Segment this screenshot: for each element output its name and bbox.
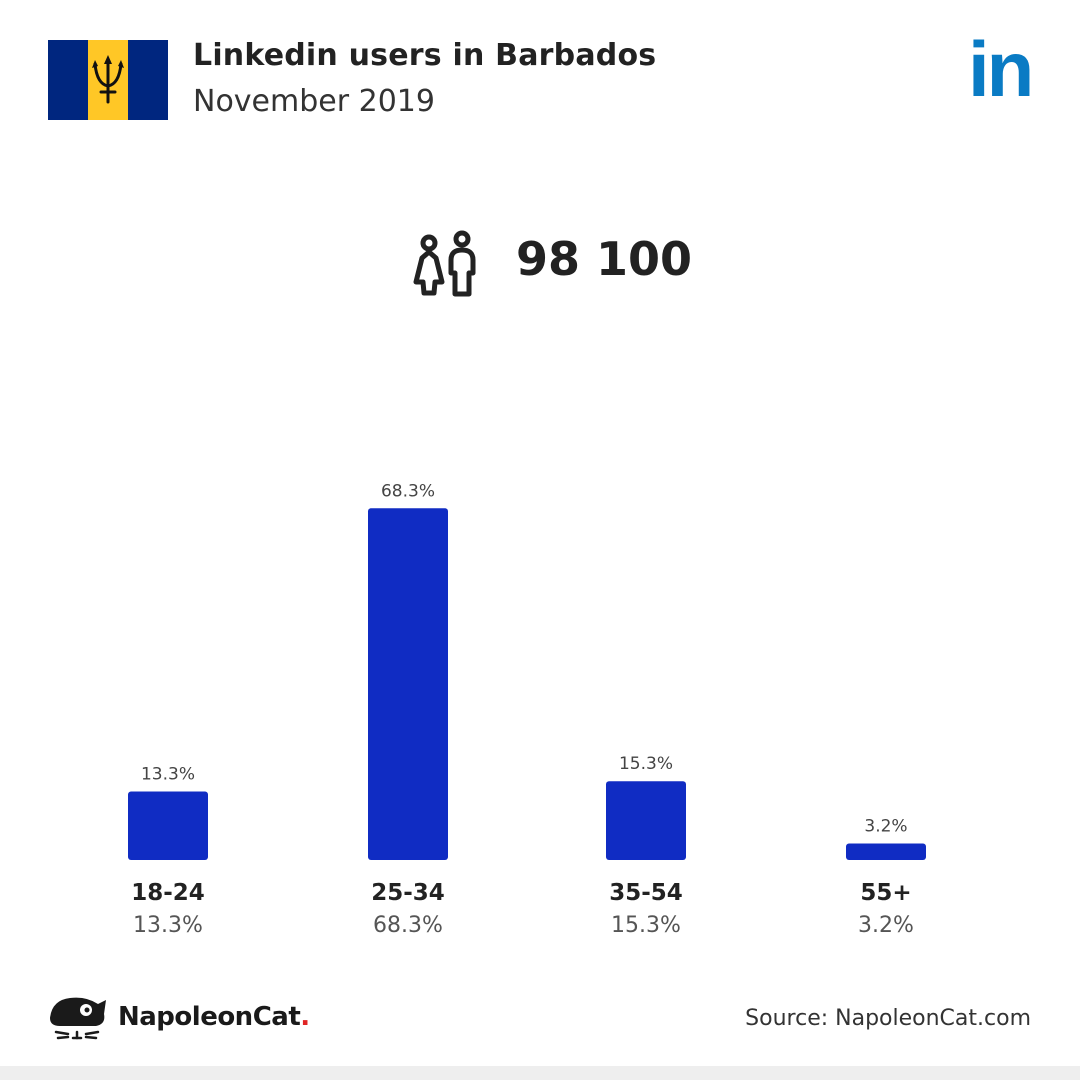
total-users-value: 98 100: [516, 232, 693, 286]
bar-value-label: 3.2%: [864, 817, 907, 837]
barbados-flag-icon: [48, 40, 168, 120]
linkedin-icon: in: [968, 25, 1034, 113]
category-label: 35-54: [609, 880, 683, 906]
page-title: Linkedin users in Barbados: [193, 38, 657, 73]
brand-name: NapoleonCat: [118, 1002, 301, 1032]
people-icon: [413, 230, 476, 297]
bar-18-24: [128, 791, 208, 860]
category-label: 55+: [860, 880, 911, 906]
bar-25-34: [368, 508, 448, 860]
bar-55+: [846, 843, 926, 860]
bar-35-54: [606, 781, 686, 860]
age-bar-chart: 13.3% 18-24 13.3% 68.3% 25-34 68.3% 15.3% 35-54…: [128, 481, 926, 938]
napoleoncat-brand: NapoleonCat.: [118, 1002, 310, 1032]
bar-value-label: 13.3%: [141, 765, 195, 785]
category-label: 18-24: [131, 880, 205, 906]
bottom-strip: [0, 1066, 1080, 1080]
category-percent-label: 3.2%: [858, 913, 914, 938]
category-label: 25-34: [371, 880, 445, 906]
category-percent-label: 13.3%: [133, 913, 203, 938]
bar-value-label: 68.3%: [381, 481, 435, 501]
bar-value-label: 15.3%: [619, 754, 673, 774]
source-text: Source: NapoleonCat.com: [745, 1006, 1031, 1031]
napoleoncat-logo-icon: [50, 997, 106, 1040]
category-percent-label: 68.3%: [373, 913, 443, 938]
page-subtitle: November 2019: [193, 84, 435, 119]
brand-dot: .: [300, 1002, 310, 1032]
category-percent-label: 15.3%: [611, 913, 681, 938]
